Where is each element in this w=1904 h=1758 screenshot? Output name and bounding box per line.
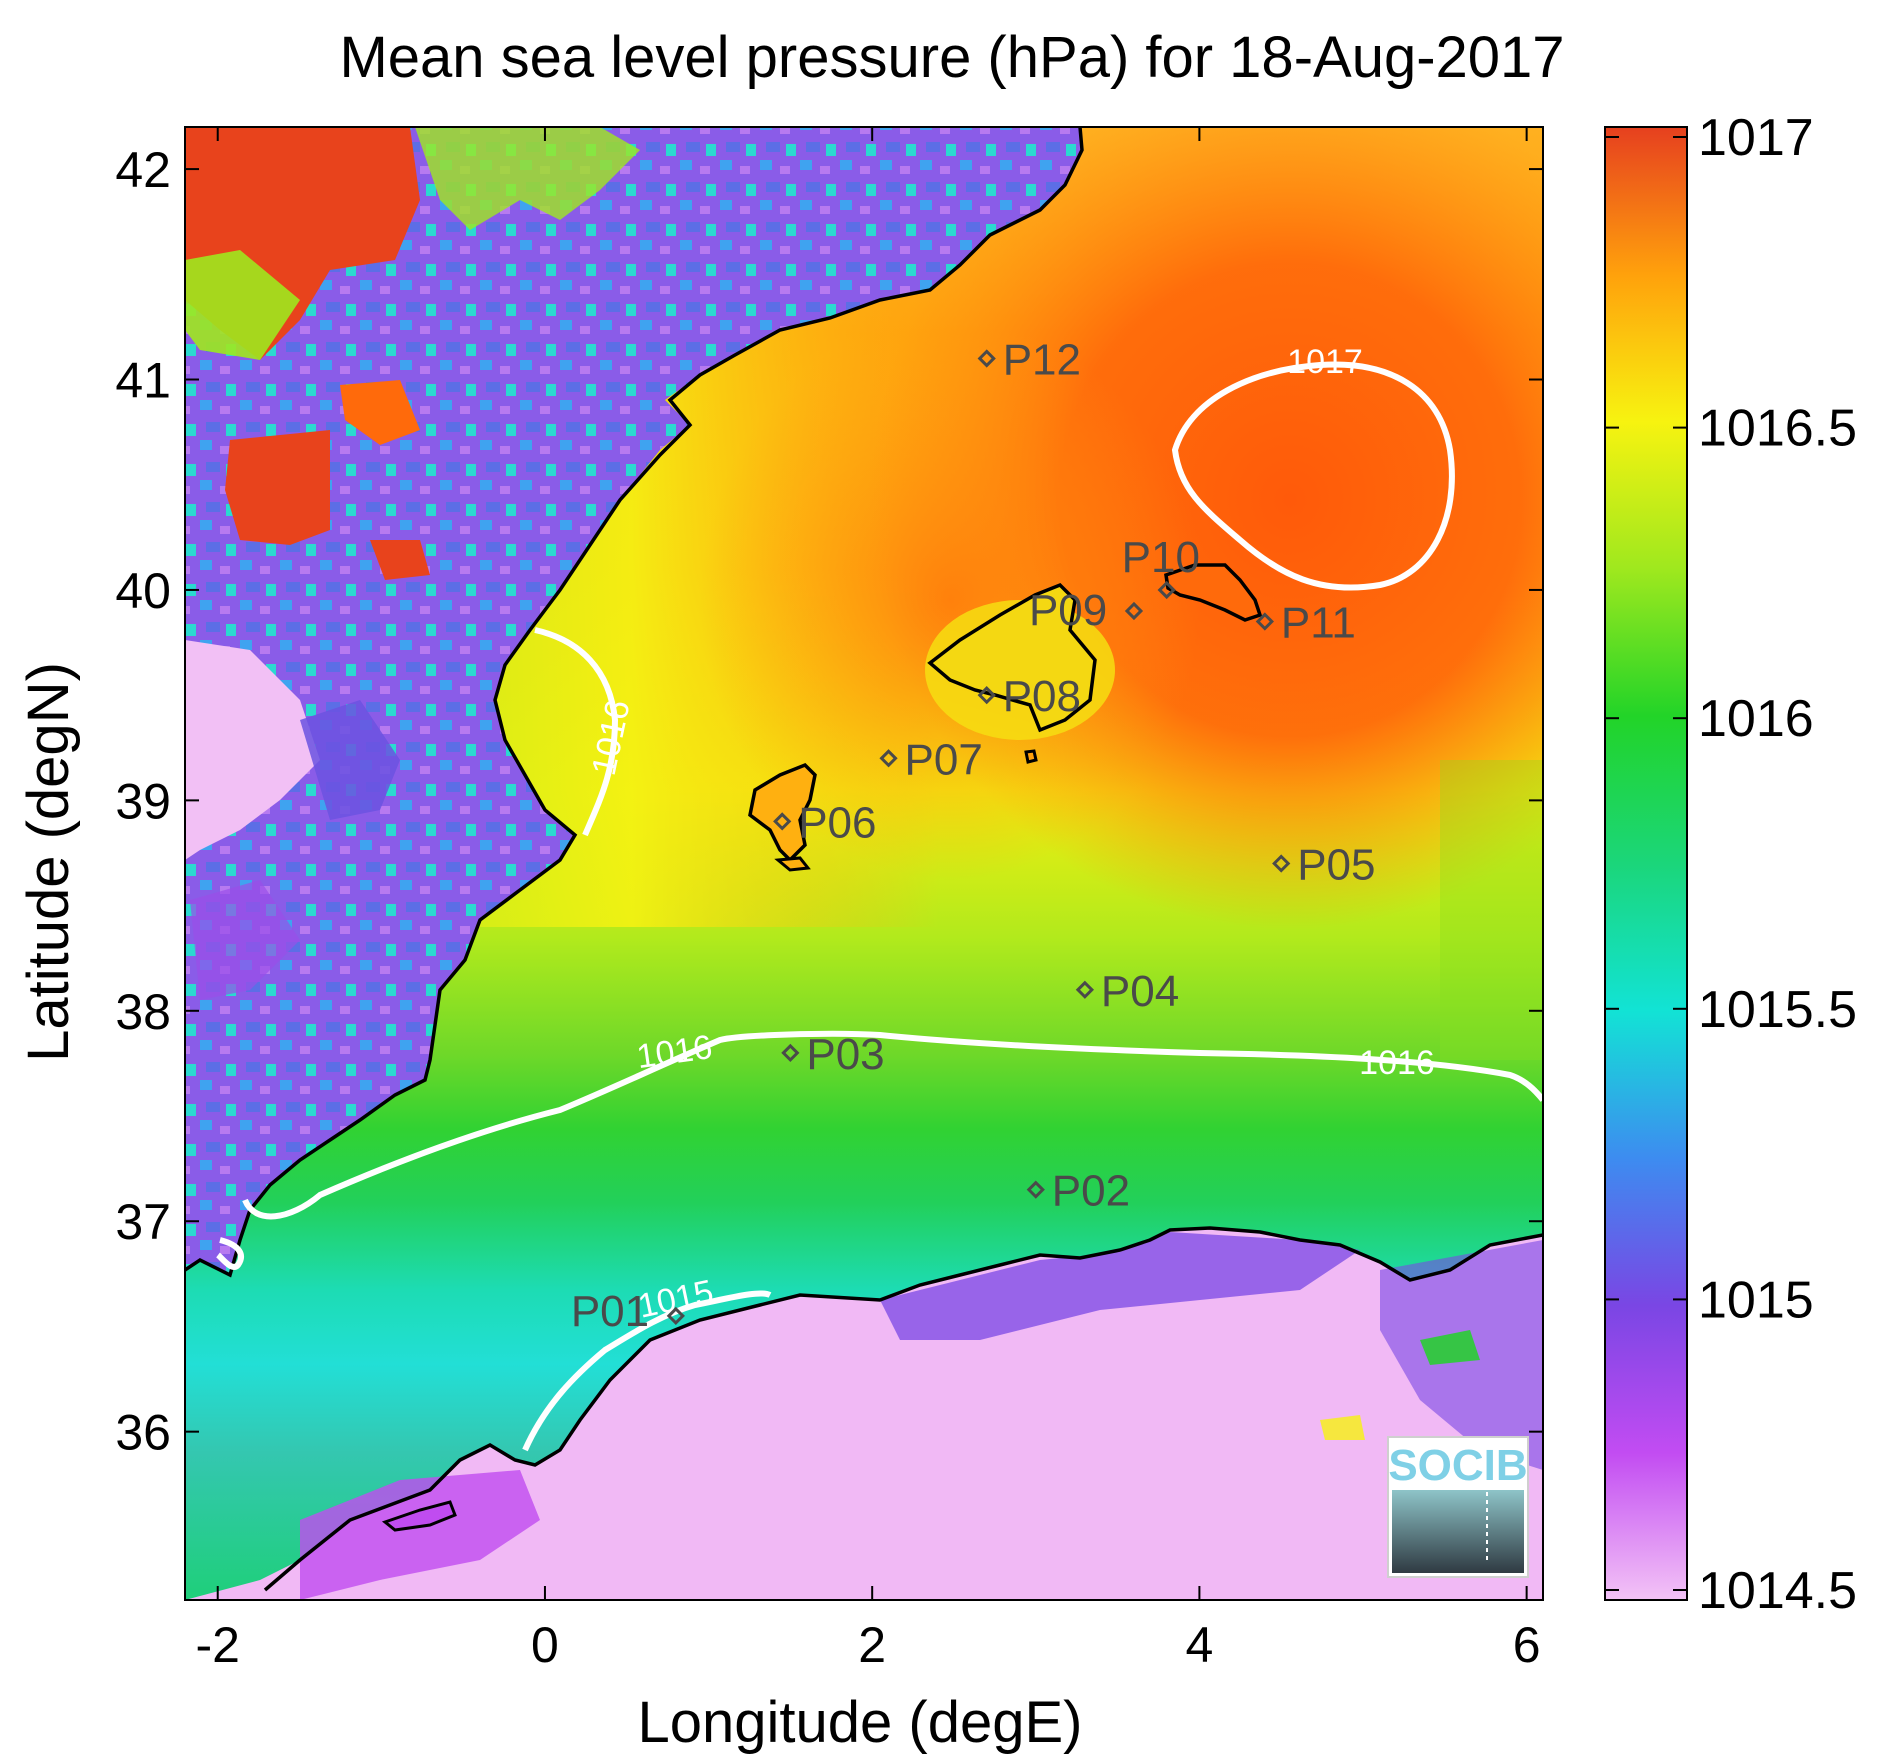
contour-1016-west <box>534 627 619 837</box>
x-axis-ticks: -2 0 2 4 6 <box>195 127 1541 1673</box>
contour-1016-south <box>242 1030 1543 1220</box>
colorbar <box>1604 126 1688 1601</box>
east-edge-patch <box>1440 760 1543 1060</box>
colorbar-tick-label: 1015 <box>1698 1271 1814 1329</box>
chart-title: Mean sea level pressure (hPa) for 18-Aug… <box>339 25 1565 90</box>
station-marker <box>1255 612 1274 631</box>
station-marker <box>666 1306 685 1326</box>
station-marker <box>773 812 792 831</box>
station-p03[interactable]: P03 <box>781 1030 885 1079</box>
station-p06[interactable]: P06 <box>773 798 876 847</box>
station-marker <box>977 686 996 705</box>
station-label: P07 <box>905 735 983 784</box>
stations-layer: P01 P02 P03 P04 P05 P06 P07 P08 P09 P10 P11 P12 <box>571 335 1376 1335</box>
x-tick-label: 0 <box>531 1617 559 1673</box>
low-region-violet <box>190 880 300 1000</box>
station-label: P01 <box>571 1287 649 1336</box>
station-p01[interactable]: P01 <box>571 1287 685 1336</box>
map-frame <box>184 126 1544 1601</box>
alboran-island <box>381 1500 457 1532</box>
y-tick-label: 36 <box>115 1405 171 1461</box>
station-marker <box>1026 1180 1045 1199</box>
station-p04[interactable]: P04 <box>1075 967 1179 1016</box>
low-region-purple <box>300 700 400 820</box>
y-tick-label: 40 <box>115 563 171 619</box>
contour-1015 <box>522 1290 772 1452</box>
colorbar-tick-label: 1014.5 <box>1698 1562 1857 1620</box>
station-p05[interactable]: P05 <box>1272 841 1376 890</box>
cabrera-island <box>1024 749 1038 764</box>
high-pressure-west <box>700 320 1200 880</box>
highland-patch-b <box>370 540 430 580</box>
station-marker <box>977 349 996 368</box>
y-tick-label: 41 <box>115 353 171 409</box>
africa-coast-purple <box>880 1232 1360 1340</box>
contour-1017 <box>1171 361 1455 591</box>
station-marker <box>1272 854 1291 873</box>
highland-green-west <box>185 250 300 360</box>
highland-green <box>415 127 640 230</box>
y-tick-label: 39 <box>115 773 171 829</box>
station-p12[interactable]: P12 <box>977 335 1081 384</box>
y-tick-label: 38 <box>115 984 171 1040</box>
ibiza-island <box>748 762 817 863</box>
socib-logo: SOCIB <box>1387 1436 1529 1578</box>
station-p07[interactable]: P07 <box>879 735 983 784</box>
logo-text: SOCIB <box>1388 1441 1527 1490</box>
station-p02[interactable]: P02 <box>1026 1167 1130 1216</box>
pressure-field <box>185 127 1543 1600</box>
x-axis-title: Longitude (degE) <box>638 1690 1083 1755</box>
station-p09[interactable]: P09 <box>1029 586 1144 635</box>
station-label: P06 <box>798 798 876 847</box>
station-label: P11 <box>1281 599 1356 648</box>
colorbar-tick-label: 1016.5 <box>1698 400 1857 458</box>
low-region-west <box>185 640 320 860</box>
station-label: P10 <box>1122 533 1200 582</box>
africa-yellow-speck <box>1320 1415 1365 1440</box>
colorbar-tick-label: 1017 <box>1698 109 1814 167</box>
station-p11[interactable]: P11 <box>1255 599 1356 648</box>
x-tick-label: 6 <box>1513 1617 1541 1673</box>
contour-label-1016-east: 1016 <box>1359 1044 1435 1082</box>
station-marker <box>879 749 898 768</box>
colorbar-tick-label: 1015.5 <box>1698 981 1857 1039</box>
highland-patch-a <box>340 380 420 445</box>
y-tick-label: 37 <box>115 1194 171 1250</box>
formentera-island <box>774 856 811 872</box>
y-axis-ticks: 36 37 38 39 40 41 42 <box>115 142 1543 1461</box>
iberia-coastline <box>185 127 1084 1278</box>
station-marker <box>1075 980 1095 999</box>
station-p08[interactable]: P08 <box>977 672 1081 721</box>
station-label: P09 <box>1029 586 1107 635</box>
africa-coast-magenta <box>300 1470 540 1600</box>
colorbar-ticks: 1014.5 1015 1015.5 1016 1016.5 1017 <box>1605 109 1857 1620</box>
station-label: P12 <box>1003 335 1081 384</box>
x-tick-label: 2 <box>858 1617 886 1673</box>
station-label: P04 <box>1101 967 1179 1016</box>
menorca-island <box>1164 563 1263 622</box>
x-tick-label: -2 <box>195 1617 239 1673</box>
station-label: P05 <box>1297 841 1375 890</box>
station-p10[interactable]: P10 <box>1122 533 1200 600</box>
station-label: P03 <box>806 1030 884 1079</box>
y-tick-label: 42 <box>115 142 171 198</box>
station-label: P02 <box>1052 1167 1130 1216</box>
x-tick-label: 4 <box>1186 1617 1214 1673</box>
logo-water <box>1392 1490 1524 1573</box>
africa-green-speck <box>1420 1330 1480 1365</box>
station-marker <box>1157 580 1176 600</box>
contour-1016-hook <box>216 1237 244 1270</box>
africa-coastline <box>263 1226 1543 1592</box>
mallorca-island <box>927 582 1097 733</box>
colorbar-tick-label: 1016 <box>1698 690 1814 748</box>
station-marker <box>1124 601 1144 621</box>
highland-mid <box>225 430 330 545</box>
contour-label-1017: 1017 <box>1287 343 1363 381</box>
station-marker <box>781 1043 800 1063</box>
y-axis-title: Latitude (degN) <box>16 662 81 1062</box>
station-label: P08 <box>1003 672 1081 721</box>
